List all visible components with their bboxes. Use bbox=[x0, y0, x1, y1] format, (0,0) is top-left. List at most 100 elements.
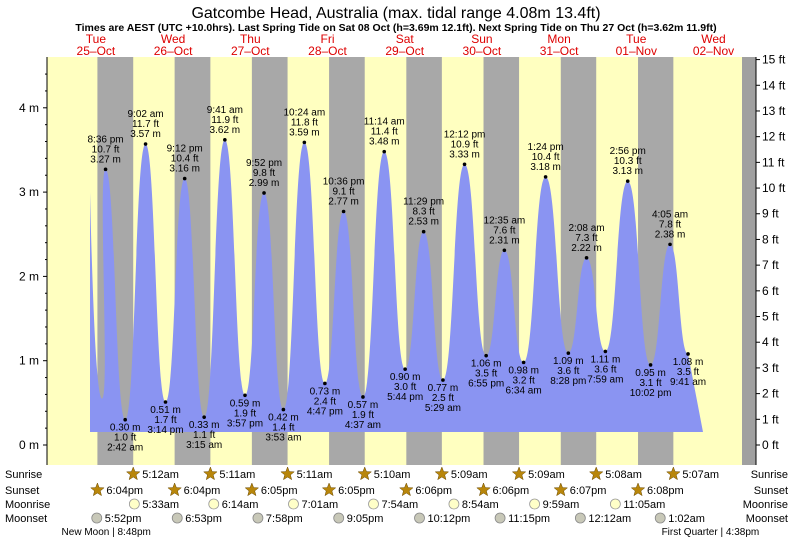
tide-point bbox=[584, 256, 589, 260]
moonrise-icon bbox=[128, 498, 140, 510]
tide-label-high: 12:12 pm bbox=[444, 129, 486, 140]
tide-point bbox=[243, 393, 247, 398]
tide-label-high: 3.33 m bbox=[449, 149, 480, 160]
tide-label-low: 0.51 m bbox=[150, 405, 181, 416]
moonset-time: 5:52pm bbox=[105, 513, 142, 525]
tide-label-low: 8:28 pm bbox=[550, 376, 586, 387]
tide-point bbox=[281, 407, 286, 412]
sunrise-time: 5:09am bbox=[528, 469, 565, 481]
tide-label-high: 3.13 m bbox=[612, 166, 643, 177]
moonrise-icon bbox=[609, 498, 621, 510]
tide-label-low: 3.2 ft bbox=[512, 375, 534, 386]
tide-point bbox=[484, 353, 488, 358]
moonrise-time: 5:33am bbox=[142, 499, 179, 511]
sun-icon bbox=[203, 466, 218, 481]
tide-label-high: 2.77 m bbox=[328, 196, 359, 207]
tide-point bbox=[341, 209, 346, 214]
right-tick-label: 9 ft bbox=[762, 207, 779, 221]
right-tick-label: 2 ft bbox=[762, 387, 779, 401]
right-tick-label: 13 ft bbox=[762, 104, 786, 118]
tide-label-high: 10.7 ft bbox=[92, 144, 120, 155]
row-label-moonset: Moonset bbox=[5, 513, 47, 525]
day-date: 30–Oct bbox=[463, 44, 502, 58]
right-tick-label: 12 ft bbox=[762, 130, 786, 144]
day-name: Thu bbox=[240, 32, 261, 46]
moon-phase-label: New Moon | 8:48pm bbox=[62, 527, 151, 538]
sun-icon bbox=[90, 482, 105, 497]
sun-icon bbox=[476, 482, 491, 497]
tide-label-high: 12:35 am bbox=[484, 215, 526, 226]
tide-label-low: 3.6 ft bbox=[557, 366, 579, 377]
sun-icon bbox=[666, 466, 681, 481]
tide-label-high: 7.3 ft bbox=[575, 233, 597, 244]
day-date: 25–Oct bbox=[77, 44, 116, 58]
sun-icon bbox=[399, 482, 414, 497]
chart-subtitle: Times are AEST (UTC +10.0hrs). Last Spri… bbox=[75, 22, 716, 34]
sun-icon bbox=[125, 466, 141, 481]
moonset-icon bbox=[333, 512, 345, 524]
moonrise-icon bbox=[368, 498, 379, 510]
sunset-time: 6:04pm bbox=[184, 485, 221, 497]
tide-label-low: 0.33 m bbox=[189, 420, 220, 431]
left-tick-label: 0 m bbox=[19, 438, 39, 452]
tide-label-low: 0.30 m bbox=[110, 423, 141, 434]
tide-point bbox=[462, 162, 467, 167]
tide-label-high: 8.3 ft bbox=[413, 207, 435, 218]
day-headers: Tue25–OctWed26–OctThu27–OctFri28–OctSat2… bbox=[77, 32, 735, 58]
tide-point bbox=[543, 175, 548, 179]
tide-point bbox=[323, 381, 327, 386]
tide-point bbox=[223, 138, 227, 142]
day-date: 28–Oct bbox=[308, 44, 347, 58]
tide-label-low: 10:02 pm bbox=[630, 388, 672, 399]
moonset-icon bbox=[494, 512, 506, 524]
right-tick-label: 10 ft bbox=[762, 181, 786, 195]
tide-label-low: 2.5 ft bbox=[432, 393, 454, 404]
tide-label-high: 3.59 m bbox=[289, 127, 320, 138]
tide-label-high: 9:12 pm bbox=[167, 144, 203, 155]
tide-point bbox=[502, 248, 507, 253]
sun-icon bbox=[357, 466, 373, 481]
moonset-time: 1:02am bbox=[668, 513, 705, 525]
tide-label-low: 0.57 m bbox=[348, 400, 379, 411]
tide-label-high: 10:24 am bbox=[284, 107, 326, 118]
day-date: 26–Oct bbox=[154, 44, 193, 58]
tide-label-low: 1.06 m bbox=[471, 359, 502, 370]
tide-label-high: 2.53 m bbox=[408, 217, 439, 228]
sunset-time: 6:08pm bbox=[647, 485, 684, 497]
tide-label-high: 2.99 m bbox=[249, 178, 280, 189]
sunset-time: 6:07pm bbox=[570, 485, 607, 497]
day-date: 27–Oct bbox=[231, 44, 270, 58]
tide-label-high: 10.9 ft bbox=[451, 139, 479, 150]
left-tick-label: 3 m bbox=[19, 185, 39, 199]
sunrise-time: 5:07am bbox=[682, 469, 719, 481]
tide-point bbox=[123, 417, 127, 422]
right-margin-band bbox=[742, 57, 756, 465]
tide-label-high: 2:08 am bbox=[568, 223, 604, 234]
moonrise-time: 7:54am bbox=[382, 499, 419, 511]
sunrise-time: 5:08am bbox=[605, 469, 642, 481]
tide-label-high: 3.48 m bbox=[369, 137, 400, 148]
moonset-time: 6:53pm bbox=[185, 513, 222, 525]
day-name: Sun bbox=[471, 32, 492, 46]
tide-label-low: 0.42 m bbox=[268, 413, 299, 424]
tide-label-high: 11.9 ft bbox=[211, 115, 238, 126]
tide-point bbox=[163, 400, 168, 404]
sunrise-time: 5:12am bbox=[142, 469, 179, 481]
moonset-icon bbox=[91, 512, 103, 524]
moonset-time: 9:05pm bbox=[347, 513, 384, 525]
tide-label-low: 3.5 ft bbox=[677, 367, 699, 378]
day-name: Sat bbox=[396, 32, 415, 46]
tide-label-high: 10.3 ft bbox=[614, 156, 642, 167]
tide-label-high: 3.57 m bbox=[130, 129, 161, 140]
tide-point bbox=[686, 352, 690, 356]
tide-point bbox=[143, 142, 148, 146]
sunrise-time: 5:11am bbox=[219, 469, 255, 481]
day-name: Wed bbox=[701, 32, 725, 46]
tide-label-low: 3.5 ft bbox=[475, 369, 497, 380]
moonrise-time: 11:05am bbox=[623, 499, 665, 511]
left-tick-label: 4 m bbox=[19, 101, 39, 115]
tide-label-low: 9:41 am bbox=[670, 377, 706, 388]
moonrise-icon bbox=[288, 498, 299, 510]
right-tick-label: 15 ft bbox=[762, 53, 786, 67]
